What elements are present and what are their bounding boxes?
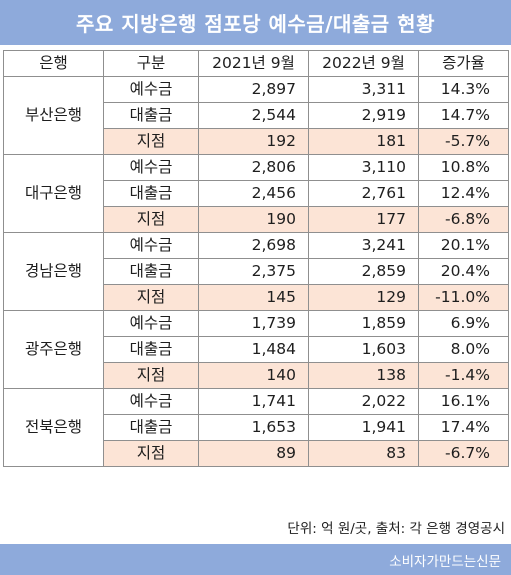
growth-rate-cell: 12.4% xyxy=(418,180,509,207)
value-2021-cell: 89 xyxy=(198,440,309,467)
category-cell: 대출금 xyxy=(103,102,199,129)
growth-rate-cell: -6.8% xyxy=(418,206,509,233)
header-bank: 은행 xyxy=(3,50,104,77)
value-2022-cell: 2,022 xyxy=(308,388,419,415)
value-2021-cell: 2,375 xyxy=(198,258,309,285)
value-2022-cell: 83 xyxy=(308,440,419,467)
table-row: 대구은행 예수금 2,806 3,110 10.8% xyxy=(3,154,509,233)
growth-rate-cell: 20.1% xyxy=(418,232,509,259)
table-row: 부산은행 예수금 2,897 3,311 14.3% xyxy=(3,76,509,155)
category-cell: 대출금 xyxy=(103,336,199,363)
table-row: 지점 192 181 -5.7% xyxy=(4,128,509,155)
growth-rate-cell: 17.4% xyxy=(418,414,509,441)
table-row: 경남은행 예수금 2,698 3,241 20.1% xyxy=(3,232,509,311)
category-cell: 대출금 xyxy=(103,414,199,441)
bank-name: 전북은행 xyxy=(3,388,104,467)
value-2022-cell: 1,603 xyxy=(308,336,419,363)
value-2022-cell: 138 xyxy=(308,362,419,389)
value-2021-cell: 2,456 xyxy=(198,180,309,207)
value-2021-cell: 1,741 xyxy=(198,388,309,415)
value-2022-cell: 1,859 xyxy=(308,310,419,337)
growth-rate-cell: 14.7% xyxy=(418,102,509,129)
category-cell: 대출금 xyxy=(103,180,199,207)
value-2022-cell: 2,859 xyxy=(308,258,419,285)
header-2022: 2022년 9월 xyxy=(308,50,419,77)
value-2022-cell: 181 xyxy=(308,128,419,155)
value-2021-cell: 140 xyxy=(198,362,309,389)
table-row: 광주은행 예수금 1,739 1,859 6.9% xyxy=(3,310,509,389)
header-row: 은행 구분 2021년 9월 2022년 9월 증가율 xyxy=(3,50,509,77)
category-cell: 예수금 xyxy=(103,232,199,259)
bank-name: 부산은행 xyxy=(3,76,104,155)
bank-name: 대구은행 xyxy=(3,154,104,233)
value-2021-cell: 1,739 xyxy=(198,310,309,337)
category-cell: 예수금 xyxy=(103,154,199,181)
table-row: 지점 190 177 -6.8% xyxy=(4,206,509,233)
growth-rate-cell: 14.3% xyxy=(418,76,509,103)
value-2021-cell: 1,653 xyxy=(198,414,309,441)
growth-rate-cell: -11.0% xyxy=(418,284,509,311)
bank-name: 경남은행 xyxy=(3,232,104,311)
value-2021-cell: 2,806 xyxy=(198,154,309,181)
table-title: 주요 지방은행 점포당 예수금/대출금 현황 xyxy=(0,0,511,45)
table-row: 전북은행 예수금 1,741 2,022 16.1% xyxy=(3,388,509,467)
value-2022-cell: 3,241 xyxy=(308,232,419,259)
header-growth: 증가율 xyxy=(418,50,509,77)
value-2022-cell: 2,761 xyxy=(308,180,419,207)
growth-rate-cell: 6.9% xyxy=(418,310,509,337)
category-cell: 지점 xyxy=(103,284,199,311)
table-row: 대출금 2,456 2,761 12.4% xyxy=(4,180,509,207)
value-2021-cell: 2,698 xyxy=(198,232,309,259)
table-row: 지점 89 83 -6.7% xyxy=(4,440,509,467)
category-cell: 지점 xyxy=(103,362,199,389)
table-row: 대출금 1,653 1,941 17.4% xyxy=(4,414,509,441)
growth-rate-cell: -1.4% xyxy=(418,362,509,389)
category-cell: 예수금 xyxy=(103,388,199,415)
table-row: 대출금 1,484 1,603 8.0% xyxy=(4,336,509,363)
value-2022-cell: 2,919 xyxy=(308,102,419,129)
category-cell: 대출금 xyxy=(103,258,199,285)
growth-rate-cell: -5.7% xyxy=(418,128,509,155)
value-2021-cell: 192 xyxy=(198,128,309,155)
table-row: 대출금 2,544 2,919 14.7% xyxy=(4,102,509,129)
value-2021-cell: 2,544 xyxy=(198,102,309,129)
value-2022-cell: 3,110 xyxy=(308,154,419,181)
growth-rate-cell: 20.4% xyxy=(418,258,509,285)
category-cell: 예수금 xyxy=(103,310,199,337)
category-cell: 예수금 xyxy=(103,76,199,103)
value-2021-cell: 1,484 xyxy=(198,336,309,363)
bank-data-table: 은행 구분 2021년 9월 2022년 9월 증가율 부산은행 예수금 2,897… xyxy=(3,50,509,467)
bank-name: 광주은행 xyxy=(3,310,104,389)
value-2022-cell: 129 xyxy=(308,284,419,311)
publisher-footer: 소비자가만드는신문 xyxy=(0,544,511,575)
header-category: 구분 xyxy=(103,50,199,77)
value-2021-cell: 145 xyxy=(198,284,309,311)
value-2022-cell: 177 xyxy=(308,206,419,233)
value-2021-cell: 190 xyxy=(198,206,309,233)
value-2022-cell: 3,311 xyxy=(308,76,419,103)
growth-rate-cell: -6.7% xyxy=(418,440,509,467)
value-2022-cell: 1,941 xyxy=(308,414,419,441)
growth-rate-cell: 8.0% xyxy=(418,336,509,363)
source-note: 단위: 억 원/곳, 출처: 각 은행 경영공시 xyxy=(287,521,505,537)
value-2021-cell: 2,897 xyxy=(198,76,309,103)
category-cell: 지점 xyxy=(103,440,199,467)
header-2021: 2021년 9월 xyxy=(198,50,309,77)
growth-rate-cell: 16.1% xyxy=(418,388,509,415)
table-row: 대출금 2,375 2,859 20.4% xyxy=(4,258,509,285)
growth-rate-cell: 10.8% xyxy=(418,154,509,181)
category-cell: 지점 xyxy=(103,128,199,155)
category-cell: 지점 xyxy=(103,206,199,233)
